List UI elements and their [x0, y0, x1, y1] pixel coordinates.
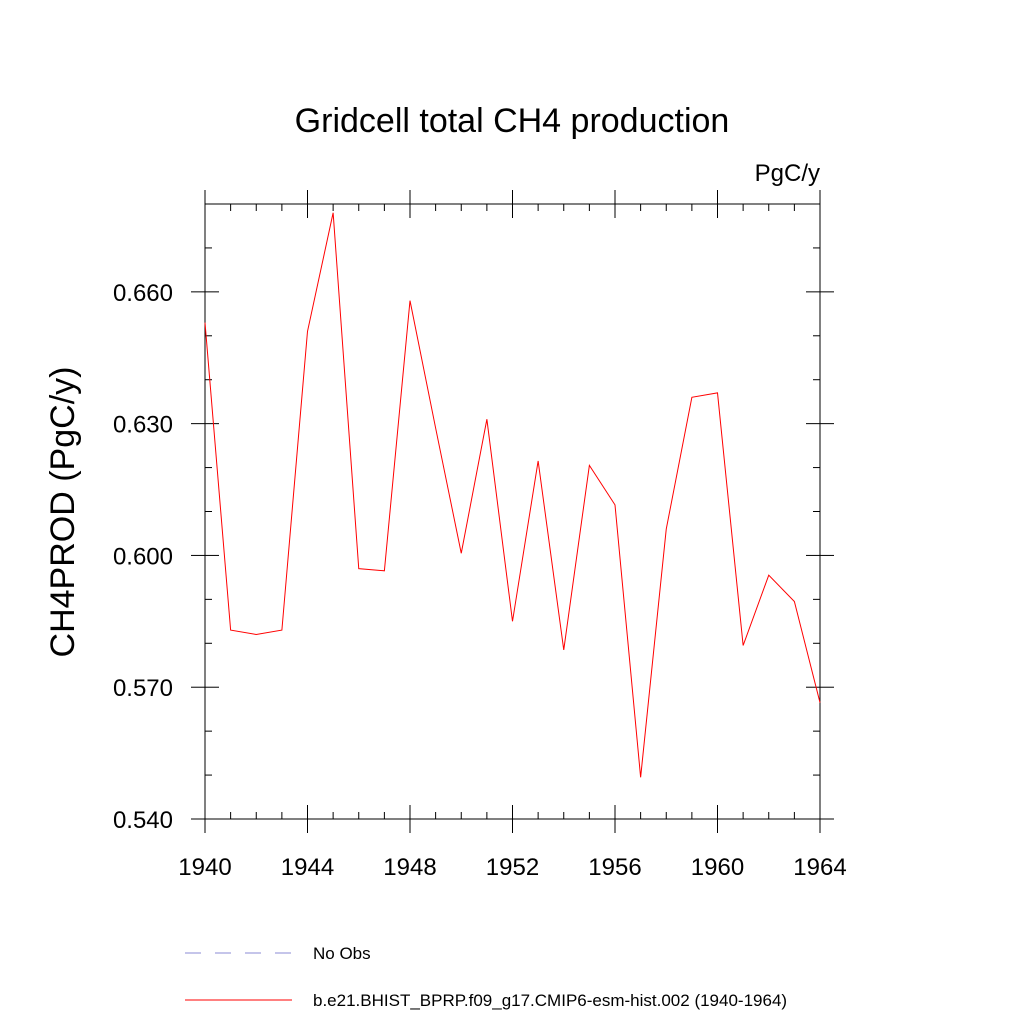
legend-label-no-obs: No Obs — [313, 944, 371, 963]
legend-label-model: b.e21.BHIST_BPRP.f09_g17.CMIP6-esm-hist.… — [313, 991, 787, 1010]
x-tick-label: 1952 — [486, 854, 539, 881]
axis-ticks — [191, 190, 834, 833]
y-tick-label: 0.570 — [113, 675, 173, 702]
x-tick-label: 1956 — [588, 854, 641, 881]
x-tick-label: 1948 — [383, 854, 436, 881]
x-tick-label: 1944 — [281, 854, 334, 881]
y-axis-label: CH4PROD (PgC/y) — [44, 367, 82, 658]
y-tick-label: 0.630 — [113, 412, 173, 439]
series-layer — [204, 212, 821, 778]
y-tick-label: 0.540 — [113, 807, 173, 834]
legend: No Obs b.e21.BHIST_BPRP.f09_g17.CMIP6-es… — [185, 944, 787, 1010]
plot-frame — [204, 203, 821, 820]
x-tick-label: 1960 — [691, 854, 744, 881]
y-tick-label: 0.600 — [113, 543, 173, 570]
series-line-0 — [204, 212, 821, 778]
x-tick-label: 1940 — [178, 854, 231, 881]
chart-title: Gridcell total CH4 production — [295, 102, 730, 140]
y-tick-labels: 0.540 0.570 0.600 0.630 0.660 — [113, 280, 173, 834]
y-tick-label: 0.660 — [113, 280, 173, 307]
x-tick-labels: 1940 1944 1948 1952 1956 1960 1964 — [178, 854, 846, 881]
units-label: PgC/y — [755, 160, 820, 187]
x-tick-label: 1964 — [793, 854, 846, 881]
